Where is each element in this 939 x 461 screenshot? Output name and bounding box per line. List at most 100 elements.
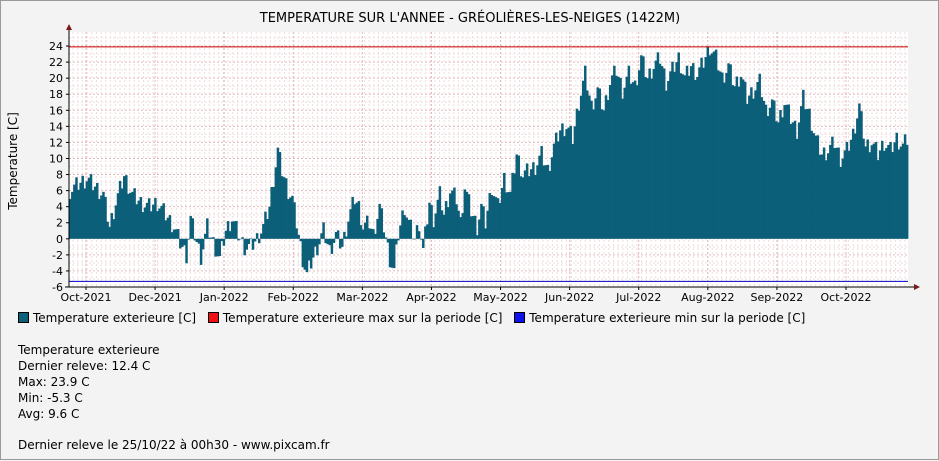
temperature-bar <box>760 97 764 239</box>
temperature-bar <box>469 216 473 239</box>
temperature-bar <box>322 222 325 239</box>
temperature-bar <box>696 76 699 239</box>
x-tick-label: Jul-2022 <box>615 291 661 304</box>
temperature-bar <box>694 79 697 239</box>
temperature-bar <box>804 109 807 239</box>
temperature-bar <box>465 191 469 239</box>
temperature-bar <box>820 154 824 239</box>
x-tick-label: Feb-2022 <box>268 291 319 304</box>
axes <box>65 24 920 290</box>
temperature-bar <box>384 237 388 239</box>
temperature-bar <box>289 197 292 239</box>
x-tick-label: Mar-2022 <box>336 291 388 304</box>
temperature-bar <box>75 177 78 239</box>
temperature-bar <box>594 98 597 239</box>
temperature-bar <box>552 143 556 239</box>
temperature-bar <box>527 176 531 239</box>
temperature-bar <box>280 176 284 239</box>
temperature-bar <box>158 208 161 239</box>
temperature-bar <box>723 82 726 239</box>
temperature-bar <box>903 134 907 239</box>
temperature-bar <box>631 82 635 239</box>
temperature-bar <box>91 190 95 239</box>
temperature-bar <box>895 132 899 239</box>
temperature-bar <box>303 238 307 270</box>
temperature-bar <box>241 237 244 239</box>
y-tick-label: 8 <box>56 169 63 182</box>
temperature-bar <box>667 80 670 239</box>
temperature-bar <box>224 230 228 239</box>
temperature-bar <box>334 231 338 239</box>
temperature-bar <box>662 68 666 239</box>
temperature-bar <box>287 199 290 239</box>
temperature-bar <box>409 219 413 239</box>
temperature-bar <box>621 98 624 239</box>
y-tick-label: 12 <box>49 136 63 149</box>
temperature-bar <box>770 99 774 239</box>
temperature-bar <box>862 138 865 239</box>
temperature-bar <box>874 142 878 239</box>
temperature-bar <box>542 165 545 239</box>
temperature-bar <box>164 220 168 239</box>
temperature-bar <box>426 224 429 239</box>
temperature-bar <box>363 222 367 239</box>
y-axis-arrow <box>66 24 72 30</box>
temperature-bar <box>779 110 782 239</box>
stats-block: Temperature exterieure Dernier releve: 1… <box>18 342 160 422</box>
temperature-bar <box>419 238 423 240</box>
temperature-bar <box>212 237 215 239</box>
chart-title: TEMPERATURE SUR L'ANNEE - GRÉOLIÈRES-LES… <box>259 10 680 26</box>
temperature-bar <box>193 238 197 241</box>
temperature-bar <box>69 199 72 239</box>
temperature-bar <box>79 182 82 239</box>
temperature-bar <box>851 128 855 239</box>
temperature-bar <box>357 201 361 239</box>
temperature-bar <box>802 89 805 239</box>
temperature-bar <box>343 231 346 239</box>
temperature-bar <box>162 203 165 239</box>
x-tick-label: Jan-2022 <box>199 291 249 304</box>
temperature-bar <box>411 238 415 240</box>
temperature-bar <box>590 100 593 239</box>
temperature-bar <box>517 155 521 239</box>
legend-item-min: Temperature exterieure min sur la period… <box>514 311 805 325</box>
temperature-bar <box>700 57 703 239</box>
temperature-bar <box>521 177 525 239</box>
temperature-bar <box>490 195 494 239</box>
temperature-bar <box>112 219 116 239</box>
temperature-bar <box>858 103 861 239</box>
temperature-bar <box>739 76 743 239</box>
legend-swatch-max <box>207 312 219 323</box>
temperature-bar <box>449 193 452 239</box>
temperature-bar <box>905 144 909 239</box>
temperature-bar <box>311 238 315 258</box>
temperature-bar <box>606 99 610 239</box>
temperature-bar <box>374 233 377 239</box>
temperature-bar <box>276 147 280 239</box>
temperature-bar <box>255 233 259 239</box>
temperature-bar <box>299 238 302 242</box>
temperature-bar <box>480 203 483 239</box>
temperature-bar <box>218 238 222 257</box>
y-tick-label: 4 <box>56 201 63 214</box>
temperature-bar <box>775 121 778 239</box>
temperature-bar <box>633 80 637 239</box>
temperature-bar <box>608 84 612 239</box>
temperature-bar <box>843 150 847 239</box>
stats-heading: Temperature exterieure <box>18 343 160 357</box>
temperature-bar <box>139 197 143 239</box>
temperature-bar <box>698 67 701 239</box>
temperature-bar <box>446 207 450 239</box>
temperature-bar <box>509 191 512 239</box>
temperature-bar <box>320 233 323 239</box>
temperature-bar <box>536 165 539 239</box>
temperature-bar <box>168 215 172 239</box>
temperature-bar <box>438 186 442 239</box>
temperature-bar <box>646 78 649 239</box>
temperature-bar <box>116 193 120 239</box>
temperature-bar <box>783 105 786 239</box>
footer-text: Dernier releve le 25/10/22 à 00h30 - www… <box>18 438 330 452</box>
temperature-bar <box>650 78 653 239</box>
temperature-bar <box>762 100 766 239</box>
temperature-bar <box>565 129 568 239</box>
